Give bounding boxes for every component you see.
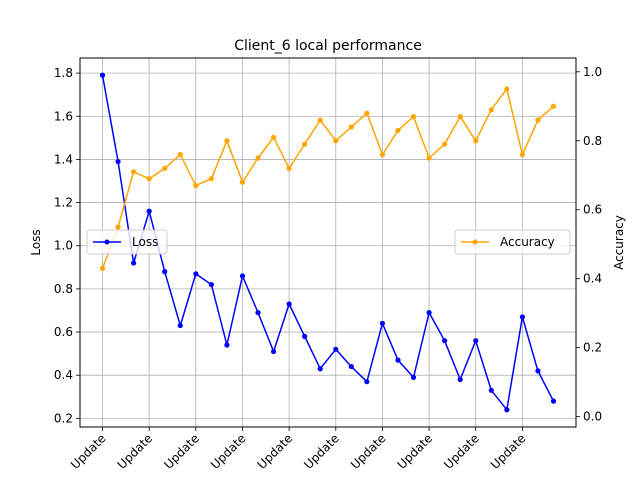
loss-point [255, 310, 261, 316]
loss-point [410, 374, 417, 380]
loss-point [131, 260, 137, 266]
y-right-tick-label: 0.2 [583, 341, 602, 355]
loss-point [519, 314, 525, 320]
y-left-tick-label: 0.8 [54, 282, 73, 296]
chart-title: Client_6 local performance [234, 38, 422, 54]
accuracy-point [146, 176, 152, 182]
accuracy-point [457, 114, 463, 120]
accuracy-point [208, 176, 214, 182]
y-left-tick-label: 1.8 [54, 66, 73, 80]
legend-accuracy: Accuracy [454, 229, 571, 255]
loss-point [504, 407, 510, 413]
y-right-tick-label: 0.0 [583, 410, 602, 424]
accuracy-point [239, 179, 246, 185]
accuracy-point [348, 124, 354, 130]
accuracy-line [101, 88, 554, 269]
accuracy-point [270, 134, 277, 140]
legend-loss: Loss [86, 229, 168, 255]
y-left-tick-label: 0.2 [54, 411, 73, 425]
legend-loss-label: Loss [132, 235, 158, 249]
loss-point [208, 281, 214, 288]
loss-point [162, 269, 168, 275]
loss-point [348, 363, 354, 370]
accuracy-point [535, 117, 541, 123]
accuracy-point [473, 138, 479, 144]
legend-accuracy-frame [454, 229, 571, 255]
y-left-tick-label: 0.6 [54, 325, 73, 339]
loss-point [146, 208, 152, 214]
y-left-tick-label: 0.4 [54, 368, 73, 382]
loss-point [379, 320, 386, 327]
plot-frame [79, 57, 577, 428]
y-right-tick-label: 0.8 [583, 134, 602, 148]
loss-point [535, 368, 541, 374]
y-axis-label-left: Loss [29, 229, 43, 255]
loss-point [177, 322, 183, 329]
loss-point [488, 387, 494, 393]
accuracy-point [442, 141, 448, 147]
accuracy-point [488, 107, 494, 113]
loss-point [473, 338, 479, 344]
loss-line [101, 75, 555, 411]
y-left-tick-label: 1.4 [54, 152, 73, 166]
accuracy-point [177, 151, 183, 158]
accuracy-point [333, 138, 339, 144]
loss-point [457, 376, 463, 383]
accuracy-point [426, 155, 432, 161]
loss-point [193, 271, 199, 277]
y-right-tick-label: 1.0 [583, 65, 602, 79]
accuracy-point [379, 151, 386, 158]
legend-accuracy-label: Accuracy [500, 235, 555, 249]
accuracy-point [286, 165, 292, 171]
loss-point [442, 338, 448, 344]
legend-loss-marker [104, 239, 110, 245]
loss-point [426, 310, 432, 316]
accuracy-point [193, 182, 199, 189]
accuracy-point [519, 151, 525, 158]
accuracy-point [410, 114, 417, 120]
loss-point [550, 398, 557, 404]
y-left-tick-label: 1.2 [54, 196, 73, 210]
loss-point [333, 346, 339, 352]
loss-point [302, 333, 308, 339]
loss-point [224, 342, 230, 348]
legend-loss-frame [86, 229, 168, 255]
accuracy-point [99, 265, 106, 271]
accuracy-point [224, 138, 230, 144]
accuracy-point [302, 141, 308, 147]
y-axis-label-right: Accuracy [612, 215, 626, 270]
accuracy-point [550, 103, 557, 109]
y-right-tick-label: 0.6 [583, 203, 602, 217]
y-left-tick-label: 1.6 [54, 109, 73, 123]
y-left-tick-label: 1.0 [54, 239, 73, 253]
accuracy-point [162, 165, 168, 171]
loss-point [286, 301, 292, 307]
legend-accuracy-marker [472, 239, 478, 245]
loss-point [99, 72, 106, 78]
accuracy-point [131, 169, 137, 175]
accuracy-point [504, 86, 510, 92]
loss-point [395, 357, 401, 363]
y-right-tick-label: 0.4 [583, 272, 602, 286]
accuracy-point [364, 110, 370, 116]
loss-point [317, 366, 323, 372]
accuracy-point [395, 127, 401, 134]
accuracy-point [255, 155, 261, 161]
series-layer [99, 72, 557, 413]
loss-point [239, 273, 246, 279]
accuracy-point [317, 117, 323, 123]
loss-point [115, 158, 121, 165]
loss-point [270, 348, 277, 355]
loss-point [364, 379, 370, 385]
accuracy-point [115, 224, 121, 230]
